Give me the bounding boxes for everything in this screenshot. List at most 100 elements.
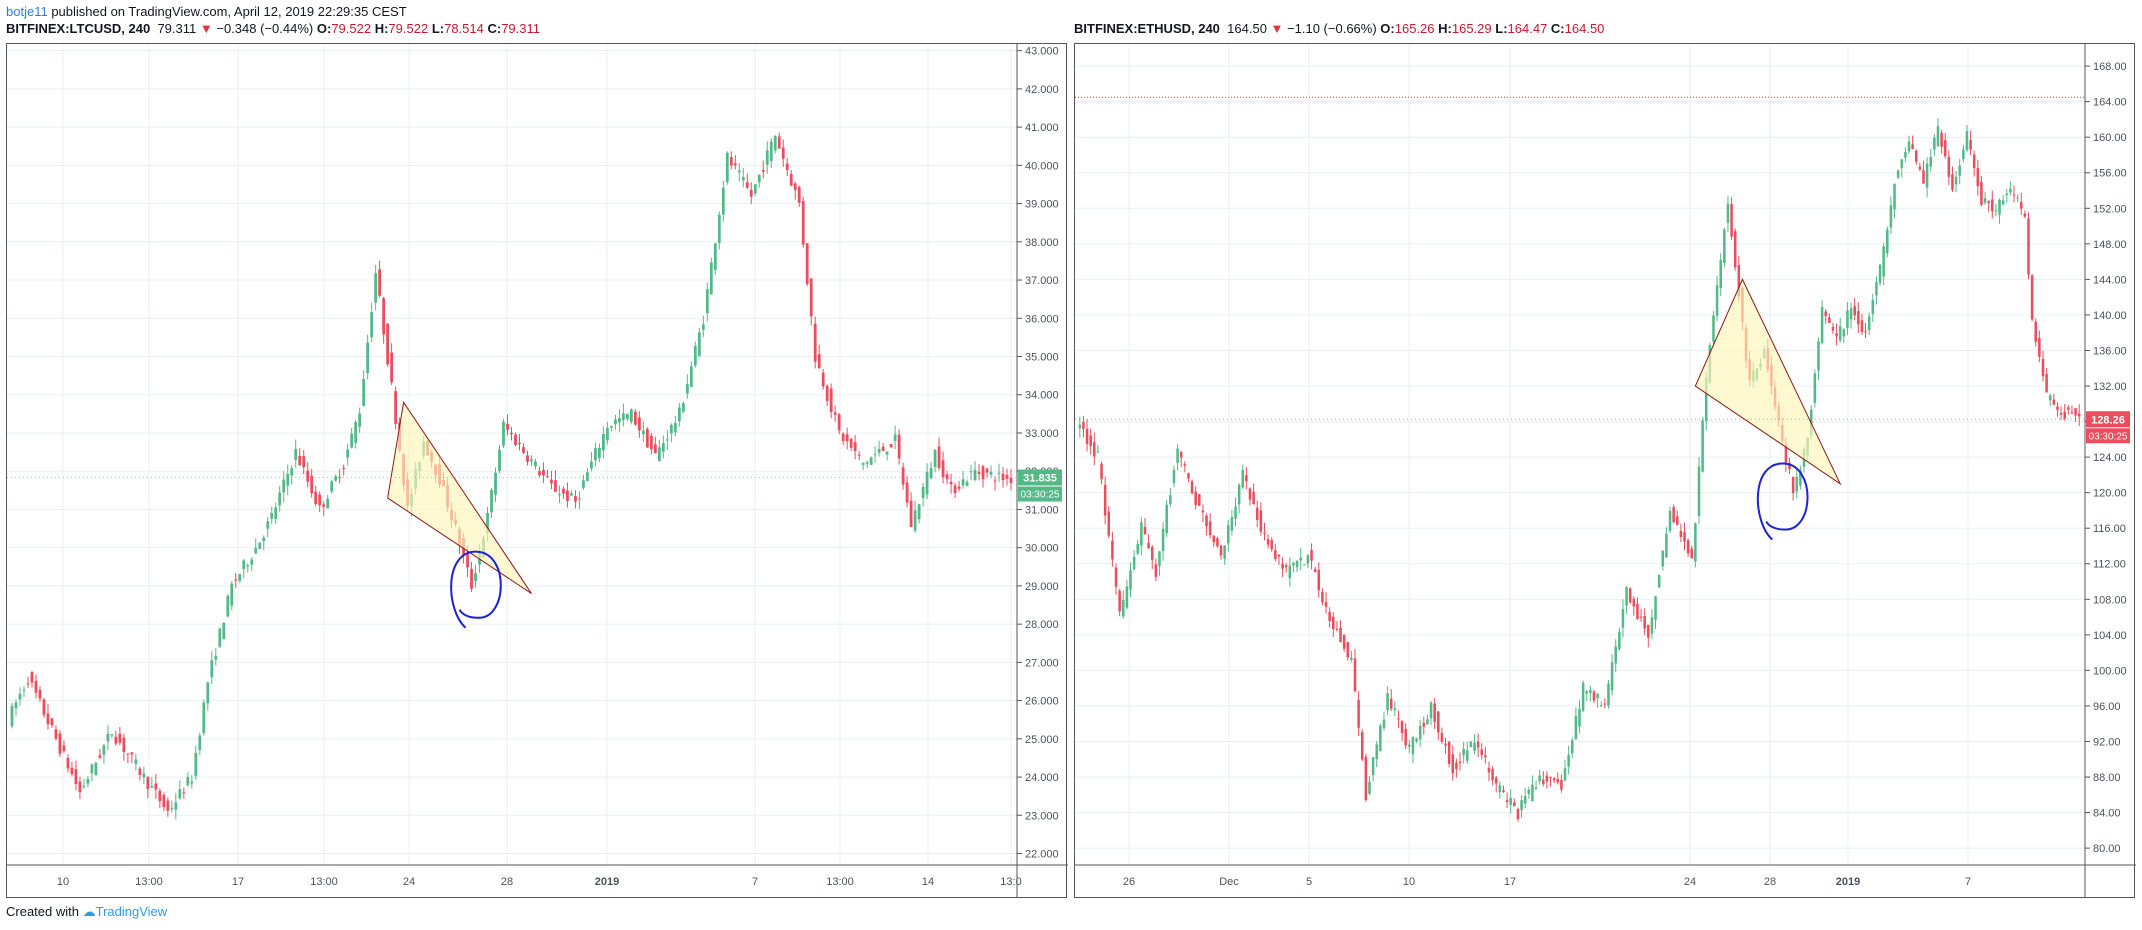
- candle-body: [186, 776, 190, 785]
- candle-body: [1929, 156, 1932, 167]
- candle-body: [2009, 188, 2012, 193]
- candle-body: [729, 157, 733, 166]
- candle-body: [909, 500, 913, 527]
- x-tick-label: 13:0: [1000, 876, 1021, 888]
- x-tick-label: 28: [501, 876, 513, 888]
- candle-body: [2063, 411, 2066, 419]
- candle-body: [1636, 603, 1639, 619]
- candle-body: [242, 560, 246, 570]
- ltc-last: 79.311: [157, 21, 197, 36]
- eth-symbol[interactable]: BITFINEX:ETHUSD, 240: [1074, 21, 1220, 36]
- author-link[interactable]: botje11: [6, 4, 48, 19]
- candle-body: [1393, 708, 1397, 711]
- x-tick-label: 13:00: [135, 876, 163, 888]
- candle-body: [94, 762, 98, 775]
- candle-body: [1817, 341, 1820, 371]
- candle-body: [1589, 689, 1592, 693]
- candle-body: [498, 449, 501, 471]
- candle-body: [202, 702, 206, 734]
- candle-body: [657, 447, 661, 461]
- candle-body: [761, 169, 765, 172]
- triangle-drawing[interactable]: [1694, 278, 1842, 486]
- y-tick-label: 42.000: [1025, 84, 1059, 96]
- candle-body: [266, 521, 270, 529]
- y-tick-label: 43.000: [1025, 46, 1059, 58]
- eth-c-label: C:: [1550, 21, 1565, 36]
- candle-body: [933, 449, 937, 467]
- candle-body: [2001, 200, 2005, 205]
- candle-body: [1835, 333, 1838, 337]
- candle-body: [14, 702, 18, 709]
- candle-body: [1129, 570, 1132, 590]
- candle-body: [1317, 569, 1321, 591]
- candle-body: [154, 783, 158, 790]
- candle-body: [1820, 306, 1824, 343]
- candle-body: [621, 413, 625, 421]
- eth-chart[interactable]: 80.00 84.00 88.00 92.00 96.00 100.00 104.00 108…: [1074, 43, 2136, 898]
- candle-body: [1346, 642, 1350, 658]
- candle-body: [1357, 700, 1360, 728]
- down-arrow-icon: ▼: [1270, 21, 1284, 36]
- candle-body: [1838, 326, 1842, 341]
- candle-body: [354, 421, 358, 443]
- circle-drawing[interactable]: [450, 550, 502, 629]
- tradingview-link[interactable]: TradingView: [95, 904, 168, 919]
- candle-body: [286, 473, 290, 486]
- candle-body: [1857, 310, 1860, 325]
- ltc-chart[interactable]: 22.000 23.000 24.000 25.000 26.000 27.000 28.0…: [6, 43, 1068, 898]
- x-tick-label: 28: [1764, 876, 1776, 888]
- y-tick-label: 34.000: [1025, 390, 1059, 402]
- candle-body: [1625, 587, 1628, 606]
- candle-body: [2048, 395, 2052, 401]
- candle-body: [725, 152, 729, 183]
- candle-body: [1813, 373, 1817, 403]
- candle-body: [717, 214, 721, 243]
- candle-body: [1657, 575, 1661, 588]
- candle-body: [1567, 755, 1570, 767]
- candle-body: [1726, 203, 1730, 223]
- candle-body: [2067, 407, 2070, 410]
- x-tick-label: 10: [57, 876, 69, 888]
- candle-body: [1603, 703, 1607, 705]
- candle-body: [1683, 532, 1686, 542]
- candle-body: [893, 434, 897, 441]
- candle-body: [625, 414, 629, 419]
- candle-body: [1523, 795, 1527, 804]
- x-tick-label: 14: [922, 876, 934, 888]
- candle-body: [502, 421, 505, 446]
- publish-line: botje11 published on TradingView.com, Ap…: [6, 4, 407, 19]
- candle-body: [1922, 170, 1925, 184]
- candle-body: [649, 435, 653, 450]
- candle-body: [1114, 567, 1118, 587]
- candle-body: [134, 759, 138, 764]
- candle-body: [805, 243, 809, 285]
- circle-drawing[interactable]: [1756, 462, 1809, 541]
- x-tick-label: 2019: [1836, 876, 1860, 888]
- candle-body: [278, 492, 282, 506]
- candle-body: [645, 428, 649, 448]
- eth-last: 164.50: [1227, 21, 1267, 36]
- candle-body: [1958, 165, 1961, 176]
- y-tick-label: 124.00: [2093, 452, 2127, 464]
- ltc-symbol[interactable]: BITFINEX:LTCUSD, 240: [6, 21, 151, 36]
- candle-body: [965, 481, 969, 486]
- candle-body: [1360, 732, 1364, 760]
- candle-body: [1121, 599, 1125, 617]
- candle-body: [522, 447, 525, 453]
- candle-body: [773, 135, 777, 151]
- candle-body: [1628, 588, 1632, 603]
- candle-body: [1263, 532, 1266, 534]
- candle-body: [709, 262, 713, 295]
- candle-body: [1596, 693, 1599, 698]
- candle-body: [166, 800, 170, 811]
- candle-body: [1545, 775, 1549, 782]
- candle-body: [1350, 657, 1353, 660]
- candle-body: [138, 768, 142, 775]
- candle-body: [1719, 259, 1722, 289]
- triangle-drawing[interactable]: [387, 401, 532, 594]
- candle-body: [2059, 413, 2063, 415]
- candle-body: [38, 689, 42, 699]
- candle-body: [378, 269, 382, 296]
- candle-body: [1455, 762, 1458, 770]
- candle-body: [2045, 373, 2048, 393]
